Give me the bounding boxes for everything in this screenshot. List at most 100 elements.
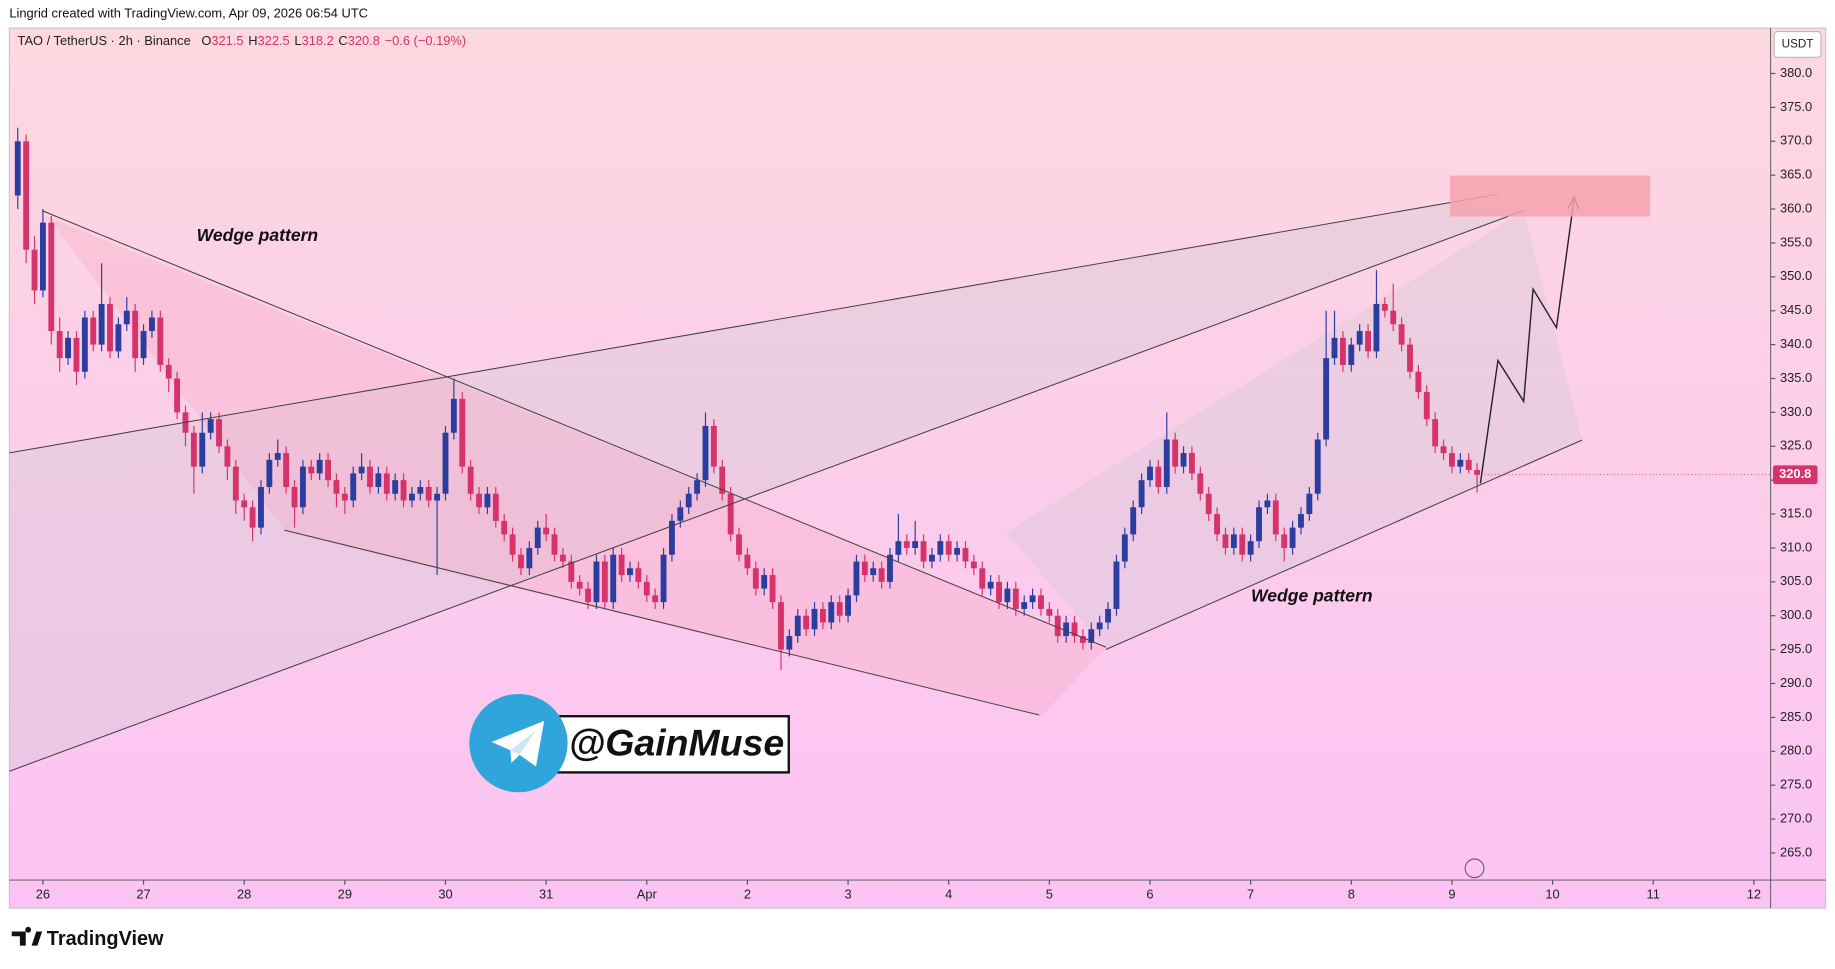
candle-body bbox=[199, 432, 206, 467]
candle-body bbox=[551, 534, 558, 555]
x-tick-label: 27 bbox=[136, 887, 150, 902]
x-tick-label: 3 bbox=[844, 887, 851, 902]
candle-body bbox=[1323, 358, 1330, 440]
candle-body bbox=[568, 561, 575, 582]
candle-body bbox=[845, 595, 851, 616]
candle-body bbox=[694, 480, 701, 494]
credit: Lingrid created with TradingView.com, Ap… bbox=[9, 5, 368, 20]
y-tick-label: 265.0 bbox=[1780, 844, 1812, 859]
candle-body bbox=[216, 419, 222, 447]
candle-body bbox=[31, 249, 38, 291]
candle-body bbox=[979, 568, 986, 589]
candle-body bbox=[702, 425, 709, 481]
candle-body bbox=[1004, 588, 1011, 603]
annotation: Wedge pattern bbox=[1251, 585, 1373, 605]
candle-body bbox=[1130, 507, 1137, 535]
replay-icon bbox=[1464, 858, 1485, 879]
candle-body bbox=[937, 541, 944, 555]
candle-body bbox=[341, 493, 348, 501]
candle-body bbox=[710, 425, 717, 467]
candle-body bbox=[526, 547, 533, 569]
x-tick-label: 7 bbox=[1247, 887, 1254, 902]
candle-body bbox=[1147, 466, 1153, 481]
projection-arrow bbox=[1479, 198, 1575, 484]
telegram-plane-fold bbox=[510, 730, 536, 755]
candle-body bbox=[1264, 500, 1271, 508]
x-tick-label: 29 bbox=[338, 887, 352, 902]
candle-body bbox=[442, 432, 449, 494]
candle-body bbox=[417, 486, 424, 494]
trend-line bbox=[9, 210, 1524, 772]
y-tick-label: 295.0 bbox=[1780, 641, 1812, 656]
candle-body bbox=[1398, 324, 1405, 345]
candle-body bbox=[1381, 303, 1388, 311]
change: −0.6 (−0.19%) bbox=[385, 34, 467, 49]
candle-body bbox=[744, 554, 751, 569]
candle-body bbox=[367, 466, 373, 487]
candle-body bbox=[358, 466, 365, 474]
y-tick-label: 345.0 bbox=[1780, 302, 1812, 317]
candle-body bbox=[819, 608, 826, 623]
candle-body bbox=[1188, 453, 1195, 474]
candle-body bbox=[1390, 310, 1397, 325]
candle-body bbox=[1155, 466, 1162, 487]
candle-body bbox=[207, 419, 214, 433]
legend-value: 322.5 bbox=[258, 34, 290, 49]
candle-body bbox=[1105, 608, 1111, 623]
x-tick-label: 4 bbox=[945, 887, 952, 902]
candle-body bbox=[970, 561, 977, 569]
handle: @GainMuse bbox=[569, 721, 784, 763]
y-tick-label: 330.0 bbox=[1780, 404, 1812, 419]
candle-body bbox=[140, 331, 147, 359]
candle-body bbox=[954, 547, 961, 555]
candle-body bbox=[1138, 480, 1145, 508]
y-tick-label: 335.0 bbox=[1780, 370, 1812, 385]
candle-body bbox=[1063, 622, 1070, 637]
candle-body bbox=[249, 507, 256, 528]
candle-body bbox=[316, 459, 323, 474]
candle-body bbox=[333, 480, 340, 494]
y-tick-label: 355.0 bbox=[1780, 234, 1812, 249]
legend-value: 321.5 bbox=[211, 34, 243, 49]
candle-body bbox=[912, 541, 919, 548]
candle-body bbox=[400, 480, 407, 501]
candle-body bbox=[1197, 473, 1204, 494]
candle-body bbox=[870, 568, 877, 576]
candle-body bbox=[157, 317, 164, 365]
x-tick-label: 28 bbox=[237, 887, 251, 902]
candle-body bbox=[1281, 534, 1288, 548]
candle-body bbox=[945, 541, 952, 555]
candle-body bbox=[618, 554, 625, 576]
trend-line bbox=[9, 193, 1499, 454]
candle-body bbox=[98, 303, 105, 345]
candle-body bbox=[509, 534, 516, 555]
candle-body bbox=[73, 337, 80, 372]
candle-body bbox=[543, 527, 550, 535]
x-tick-label: 10 bbox=[1545, 887, 1559, 902]
last-price-box bbox=[1772, 465, 1818, 485]
symbol-header: TAO / TetherUS · 2h · Binance O321.5 H322… bbox=[18, 34, 467, 49]
candle-body bbox=[635, 568, 642, 582]
candle-body bbox=[1046, 608, 1053, 616]
x-tick-label: 30 bbox=[438, 887, 452, 902]
candle-body bbox=[375, 473, 382, 487]
y-tick-label: 370.0 bbox=[1780, 133, 1812, 148]
candle-body bbox=[1314, 439, 1321, 494]
y-tick-label: 300.0 bbox=[1780, 607, 1812, 622]
candle-body bbox=[685, 493, 692, 508]
candle-body bbox=[1348, 344, 1355, 365]
candle-body bbox=[1306, 493, 1313, 515]
y-tick-label: 350.0 bbox=[1780, 268, 1812, 283]
candle-body bbox=[643, 581, 650, 596]
y-tick-label: 280.0 bbox=[1780, 743, 1812, 758]
y-tick-label: 360.0 bbox=[1780, 200, 1812, 215]
x-tick-label: 31 bbox=[539, 887, 553, 902]
candle-body bbox=[778, 602, 784, 650]
candle-body bbox=[274, 453, 281, 460]
candle-body bbox=[1121, 534, 1128, 562]
candle-body bbox=[1432, 419, 1439, 447]
candle-body bbox=[241, 500, 248, 508]
candle-body bbox=[308, 466, 315, 474]
candle-body bbox=[1163, 439, 1170, 487]
